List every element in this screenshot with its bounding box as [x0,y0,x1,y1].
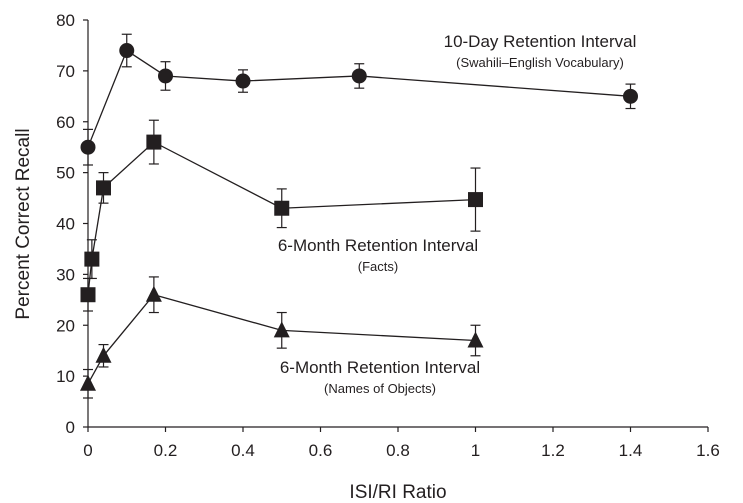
series [80,33,638,399]
y-tick-label: 10 [56,367,75,386]
x-tick-label: 0.4 [231,441,255,460]
data-point-circle [80,139,96,155]
data-point-triangle [145,285,162,302]
x-tick-label: 1.2 [541,441,565,460]
x-tick-label: 1.6 [696,441,720,460]
y-tick-label: 80 [56,11,75,30]
y-axis-title: Percent Correct Recall [13,128,34,319]
y-tick-label: 70 [56,62,75,81]
series-square [80,119,483,312]
data-point-triangle [273,321,290,338]
annotation-6month-objects-subtitle: (Names of Objects) [324,381,436,396]
y-tick-label: 20 [56,316,75,335]
y-tick-label: 50 [56,164,75,183]
y-tick-label: 60 [56,113,75,132]
annotation-6month-facts-title: 6-Month Retention Interval [278,236,478,255]
annotation-6month-facts-subtitle: (Facts) [358,259,398,274]
data-point-square [274,200,290,216]
data-point-square [96,180,111,196]
annotation-10day-subtitle: (Swahili–English Vocabulary) [456,55,624,70]
series-circle [80,33,638,166]
data-point-square [468,192,483,208]
x-tick-label: 1.4 [619,441,643,460]
data-point-square [80,287,96,303]
data-point-circle [158,68,173,84]
data-point-circle [623,88,638,104]
series-line [87,49,631,148]
x-tick-label: 0.2 [154,441,178,460]
data-point-square [146,134,162,150]
annotation-10day-title: 10-Day Retention Interval [444,32,637,51]
annotation-6month-objects-title: 6-Month Retention Interval [280,358,480,377]
data-point-circle [119,43,135,59]
y-tick-label: 40 [56,215,75,234]
ticks: 0 0.2 0.4 0.6 0.8 1 1.2 1.4 1.6 0 10 20 30 40 50 60 70 80 [56,11,720,460]
series-triangle [80,276,484,399]
x-tick-label: 0.8 [386,441,410,460]
y-tick-label: 0 [66,418,75,437]
data-point-circle [235,73,251,89]
x-tick-label: 1 [471,441,480,460]
y-tick-label: 30 [56,265,75,284]
data-point-triangle [95,346,112,363]
data-point-circle [351,68,367,84]
x-tick-label: 0 [83,441,92,460]
x-tick-label: 0.6 [309,441,333,460]
data-point-square [84,251,100,267]
x-axis-title: ISI/RI Ratio [349,482,446,503]
data-point-triangle [467,331,484,348]
data-point-triangle [80,374,96,391]
